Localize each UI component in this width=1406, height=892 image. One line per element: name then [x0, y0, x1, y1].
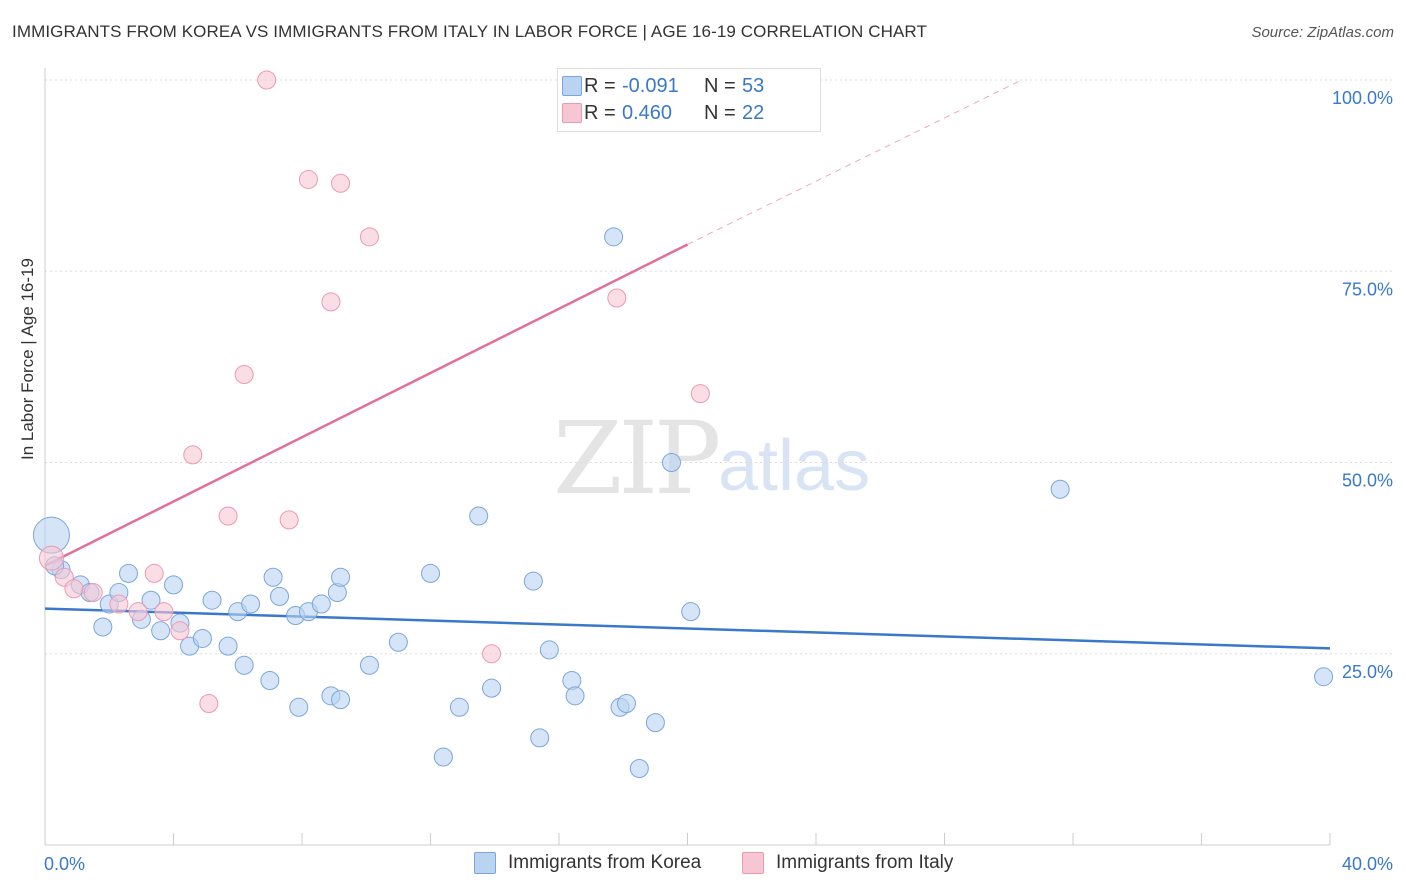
tick-labels: 25.0% 50.0% 75.0% 100.0% 0.0% 40.0% [44, 88, 1393, 874]
bottom-korea-label: Immigrants from Korea [508, 852, 702, 873]
data-points [32, 70, 1334, 778]
italy-point-11 [234, 365, 254, 385]
korea-point-21 [263, 567, 283, 587]
italy-point-0 [38, 545, 64, 571]
korea-point-34 [433, 747, 453, 767]
italy-swatch [562, 103, 582, 123]
italy-point-17 [359, 227, 379, 247]
y-tick-label-100: 100.0% [1332, 88, 1393, 108]
y-tick-label-25: 25.0% [1342, 662, 1393, 682]
korea-point-4 [93, 617, 113, 637]
bottom-italy-swatch [742, 852, 764, 874]
italy-point-15 [321, 292, 341, 312]
trend-lines [44, 79, 1331, 650]
italy-point-12 [257, 70, 277, 90]
korea-trend-line [44, 607, 1331, 650]
bottom-italy-label: Immigrants from Italy [776, 852, 954, 873]
korea-point-45 [616, 693, 636, 713]
italy-point-21 [64, 579, 84, 599]
korea-point-22 [270, 586, 290, 606]
korea-point-50 [1050, 479, 1070, 499]
italy-r-label: R = [584, 101, 616, 124]
chart-title: IMMIGRANTS FROM KOREA VS IMMIGRANTS FROM… [12, 22, 927, 41]
korea-point-51 [1314, 667, 1334, 687]
italy-point-20 [690, 384, 710, 404]
italy-n-label: N = [704, 101, 736, 124]
korea-point-43 [604, 227, 624, 247]
watermark-zip: ZIP [553, 400, 721, 517]
italy-point-10 [218, 506, 238, 526]
italy-point-7 [170, 621, 190, 641]
y-tick-label-75: 75.0% [1342, 279, 1393, 299]
korea-point-46 [629, 759, 649, 778]
italy-trend-line [44, 243, 689, 567]
bottom-korea-swatch [474, 852, 496, 874]
korea-point-37 [482, 678, 502, 698]
korea-point-41 [562, 671, 582, 691]
korea-point-20 [260, 671, 280, 691]
italy-point-6 [154, 602, 174, 622]
italy-point-13 [279, 510, 299, 530]
y-axis-label: In Labor Force | Age 16-19 [18, 258, 37, 460]
y-tick-label-50: 50.0% [1342, 471, 1393, 491]
korea-point-14 [192, 628, 212, 648]
korea-r-value: -0.091 [622, 74, 679, 97]
korea-point-33 [421, 563, 440, 583]
korea-point-26 [311, 594, 331, 614]
korea-point-40 [539, 640, 559, 660]
korea-r-label: R = [584, 74, 616, 97]
italy-point-9 [199, 693, 219, 713]
korea-point-18 [234, 655, 254, 675]
korea-point-24 [289, 697, 309, 717]
stats-legend: R = -0.091 N = 53 R = 0.460 N = 22 [557, 68, 821, 132]
korea-point-11 [164, 575, 183, 595]
korea-swatch [562, 76, 582, 96]
italy-point-14 [298, 169, 318, 189]
italy-point-8 [183, 445, 203, 465]
italy-trend-extension [687, 79, 1022, 245]
korea-n-value: 53 [742, 74, 765, 97]
korea-point-30 [331, 690, 351, 710]
korea-point-48 [661, 453, 681, 472]
italy-point-5 [144, 563, 164, 583]
korea-point-36 [469, 506, 489, 526]
watermark-atlas: atlas [718, 426, 871, 506]
bottom-legend-italy: Immigrants from Italy [742, 852, 953, 874]
legend-row-korea: R = -0.091 N = 53 [562, 73, 765, 99]
korea-point-15 [202, 590, 222, 610]
bottom-legend-korea: Immigrants from Korea [474, 852, 701, 874]
korea-point-39 [530, 728, 550, 748]
italy-point-4 [128, 602, 148, 622]
axes [44, 68, 1331, 846]
korea-point-42 [565, 686, 585, 706]
korea-point-49 [681, 602, 701, 622]
korea-point-9 [141, 590, 161, 610]
korea-point-47 [645, 713, 665, 733]
korea-point-10 [151, 621, 171, 641]
korea-point-38 [523, 571, 543, 591]
italy-point-2 [83, 583, 103, 603]
italy-n-value: 22 [742, 101, 765, 124]
italy-point-19 [607, 288, 627, 308]
korea-point-29 [331, 567, 351, 587]
legend-row-italy: R = 0.460 N = 22 [562, 100, 765, 126]
italy-point-3 [109, 594, 129, 614]
korea-n-label: N = [704, 74, 736, 97]
korea-point-35 [449, 697, 469, 717]
korea-point-16 [218, 636, 238, 656]
korea-point-7 [119, 563, 139, 583]
italy-r-value: 0.460 [622, 101, 673, 124]
x-tick-label-min: 0.0% [44, 854, 85, 874]
korea-point-31 [359, 655, 379, 675]
korea-point-28 [327, 583, 347, 603]
korea-point-19 [241, 594, 261, 614]
italy-point-18 [482, 644, 502, 664]
italy-point-16 [331, 173, 351, 193]
source-label: Source: ZipAtlas.com [1251, 24, 1394, 41]
x-tick-label-max: 40.0% [1342, 854, 1393, 874]
korea-point-32 [388, 632, 408, 652]
